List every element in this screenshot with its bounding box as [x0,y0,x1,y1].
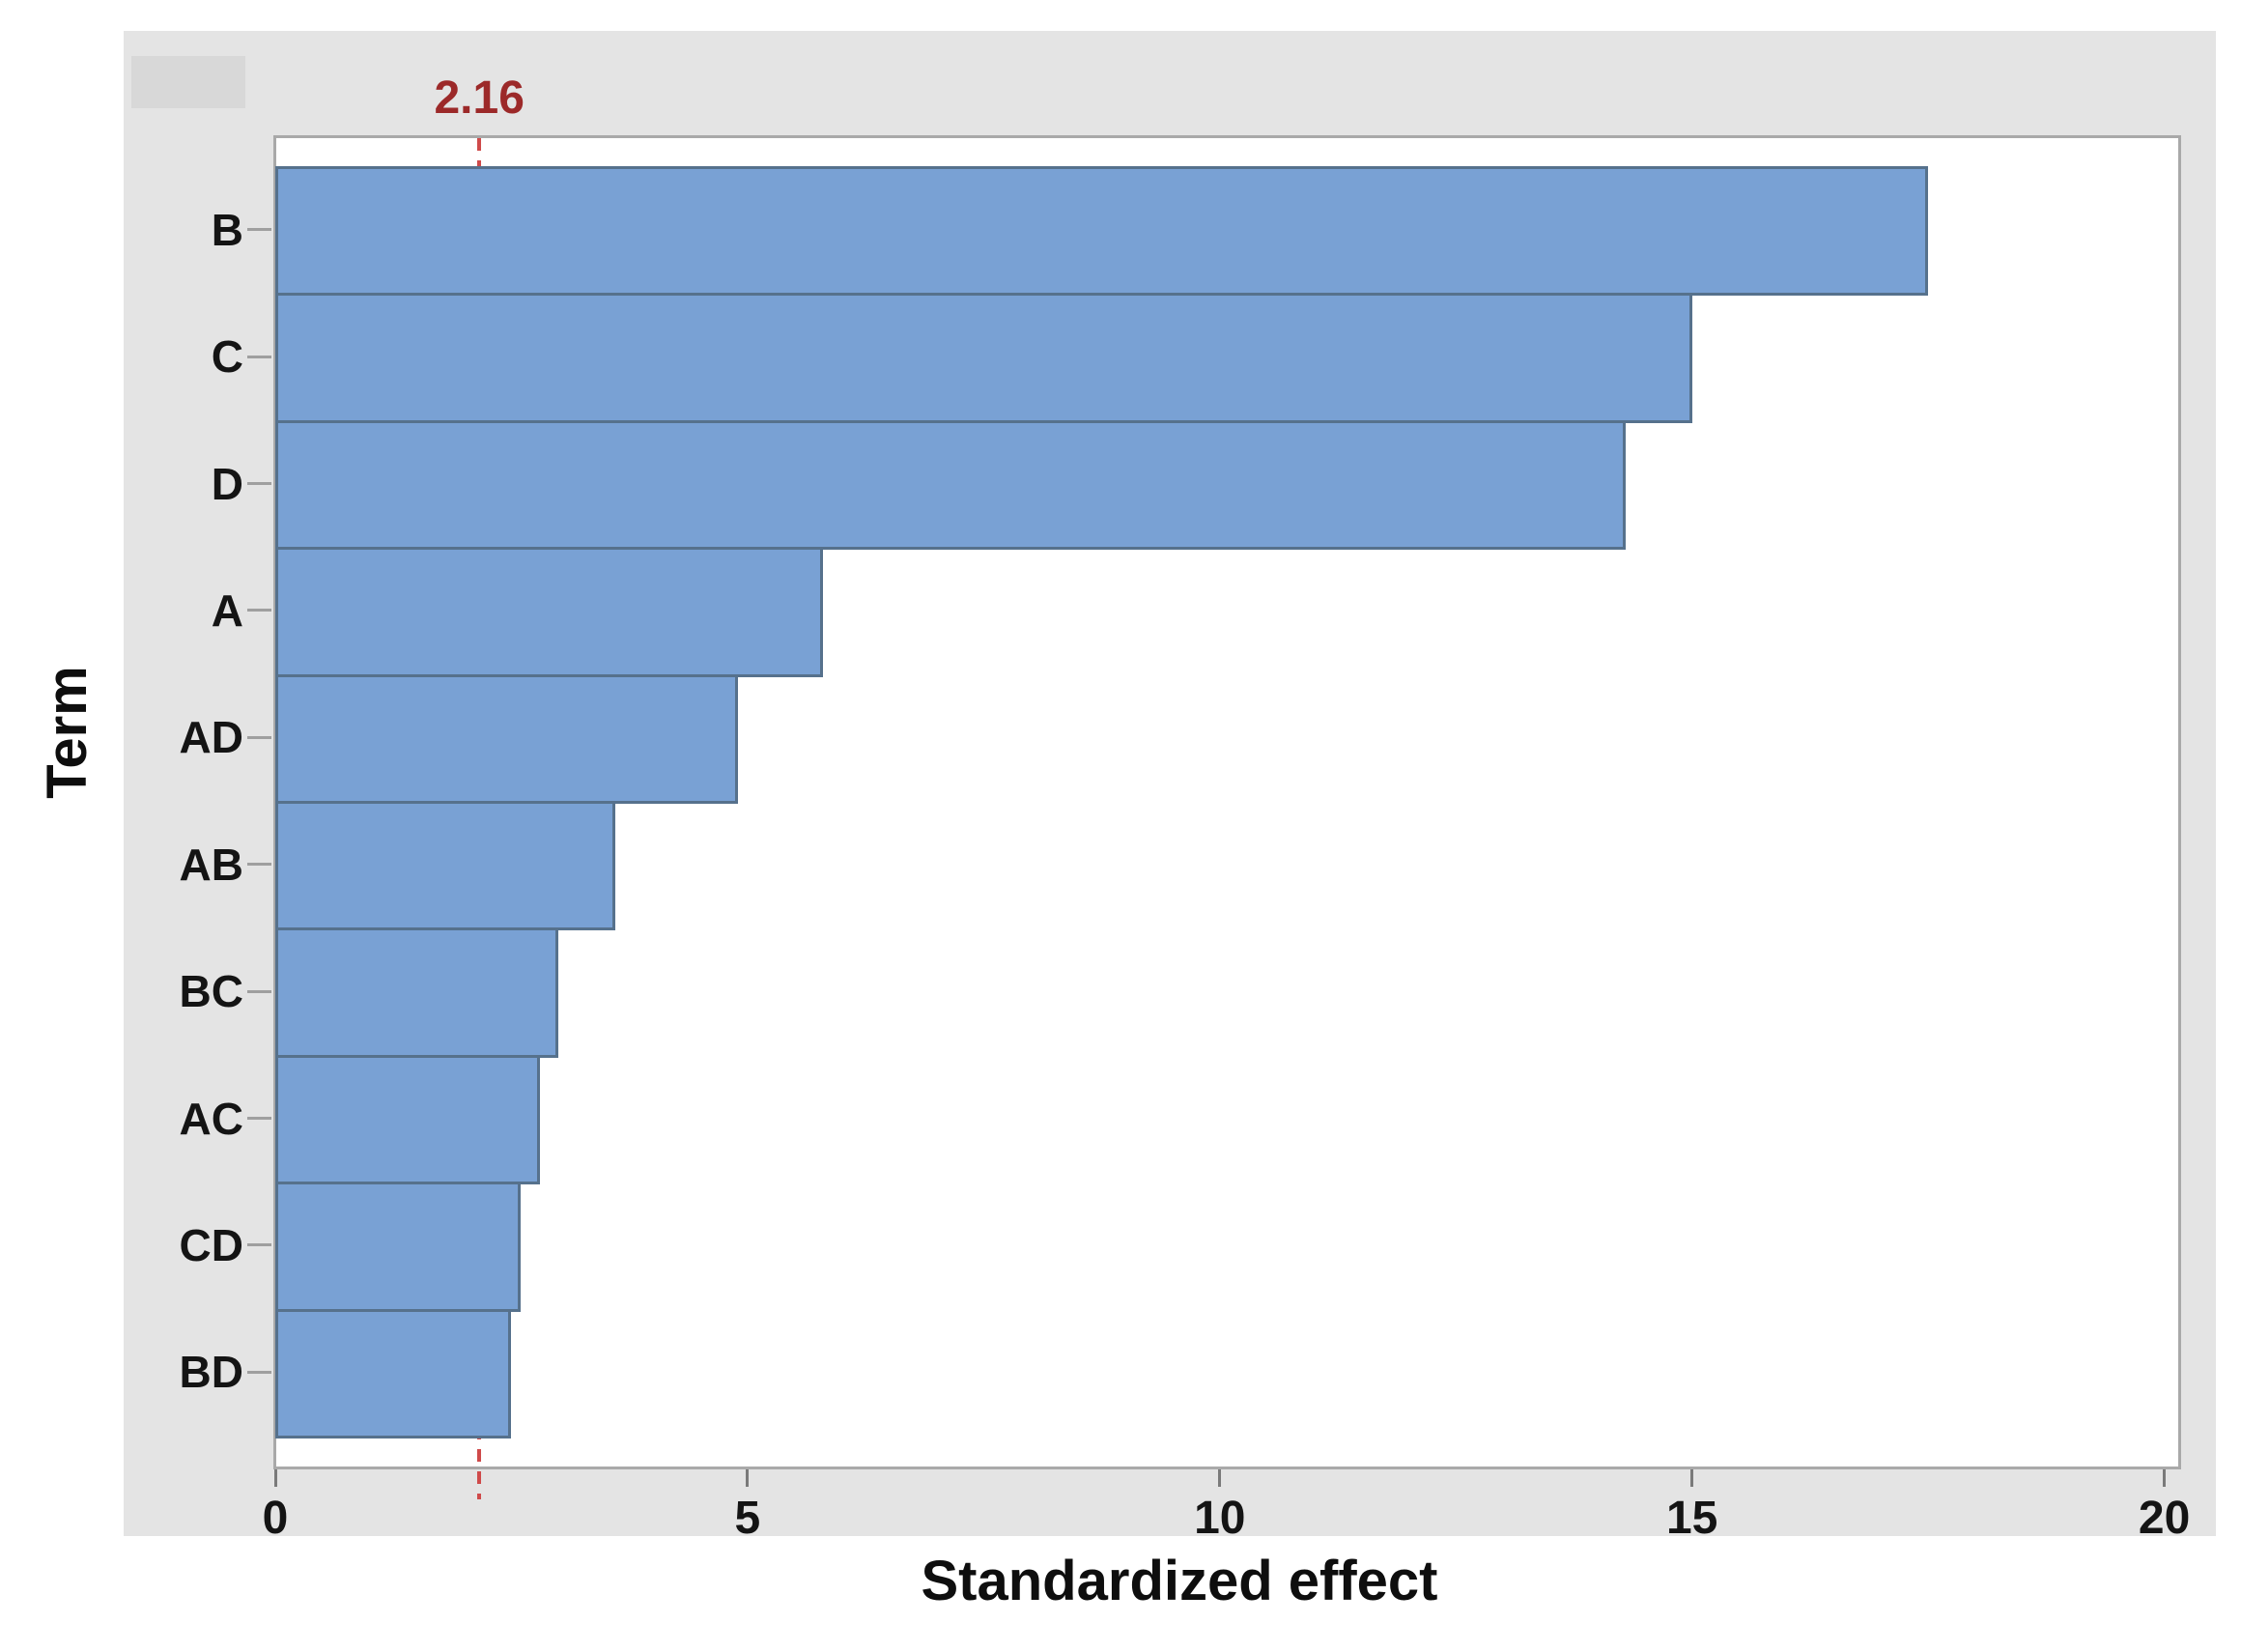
y-tick-label: AD [179,712,243,763]
bar-bd [275,1308,512,1438]
x-tick-label: 15 [1665,1493,1718,1544]
y-tick-mark [247,355,271,358]
y-tick-label: BC [179,966,243,1017]
y-tick-label: D [211,458,243,509]
bar-ad [275,673,739,804]
y-tick-label: AB [179,839,243,890]
y-tick-mark [247,482,271,485]
y-tick-label: AC [179,1093,243,1144]
y-tick-mark [247,1370,271,1374]
y-tick-label: BD [179,1347,243,1398]
bar-cd [275,1182,522,1312]
y-tick-mark [247,863,271,867]
bar-a [275,547,824,677]
bar-b [275,166,1929,297]
bar-c [275,293,1692,423]
x-tick-label: 10 [1194,1493,1246,1544]
x-tick-mark [746,1469,750,1487]
bar-bc [275,927,559,1058]
y-tick-label: A [211,584,243,636]
x-tick-label: 20 [2138,1493,2191,1544]
x-tick-label: 0 [262,1493,289,1544]
y-tick-mark [247,1243,271,1247]
y-tick-mark [247,228,271,232]
y-tick-label: B [211,204,243,255]
bar-d [275,419,1627,551]
bar-ab [275,801,615,931]
x-tick-mark [273,1469,277,1487]
x-axis-title: Standardized effect [921,1550,1438,1612]
x-tick-mark [2163,1469,2167,1487]
bar-ac [275,1054,540,1185]
y-axis-title: Term [36,666,99,799]
y-tick-mark [247,989,271,993]
y-tick-mark [247,1117,271,1120]
shaded-block [131,56,245,108]
reference-line-label: 2.16 [434,72,525,124]
y-tick-label: CD [179,1219,243,1270]
y-tick-label: C [211,331,243,383]
y-tick-mark [247,735,271,739]
x-tick-mark [1218,1469,1222,1487]
x-tick-label: 5 [734,1493,761,1544]
y-tick-mark [247,609,271,612]
x-tick-mark [1690,1469,1694,1487]
